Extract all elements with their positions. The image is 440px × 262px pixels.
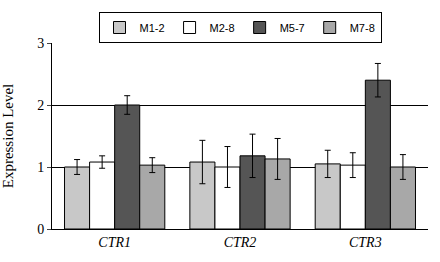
- svg-text:CTR2: CTR2: [224, 235, 257, 250]
- svg-text:M1-2: M1-2: [140, 22, 165, 34]
- svg-text:Expression Level: Expression Level: [0, 84, 16, 189]
- svg-text:M7-8: M7-8: [350, 22, 375, 34]
- svg-text:0: 0: [37, 222, 44, 237]
- svg-text:CTR1: CTR1: [98, 235, 131, 250]
- svg-text:3: 3: [37, 36, 44, 51]
- svg-text:1: 1: [37, 160, 44, 175]
- svg-text:M5-7: M5-7: [280, 22, 305, 34]
- svg-text:2: 2: [37, 98, 44, 113]
- svg-text:CTR3: CTR3: [349, 235, 382, 250]
- svg-text:M2-8: M2-8: [210, 22, 235, 34]
